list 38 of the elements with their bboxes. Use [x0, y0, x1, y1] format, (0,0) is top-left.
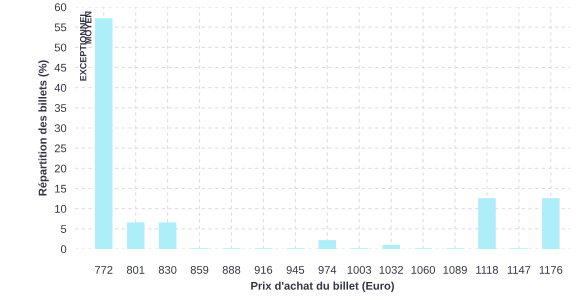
- x-tick-label: 772: [95, 266, 112, 274]
- bar: [318, 240, 336, 249]
- bar: [382, 244, 400, 249]
- y-axis-title: Répartition des billets (%): [38, 60, 49, 196]
- x-tick-label: 1032: [380, 266, 403, 274]
- y-tick-label: 60: [54, 3, 66, 12]
- x-tick-label: 1089: [444, 266, 467, 274]
- x-tick-label: 916: [254, 266, 272, 274]
- y-tick-label: 50: [54, 44, 66, 52]
- x-tick-label: 830: [158, 266, 176, 274]
- y-tick-label: 0: [60, 245, 66, 254]
- x-tick-label: 1147: [508, 266, 530, 274]
- x-tick-label: 859: [190, 266, 208, 274]
- bar: [158, 222, 176, 249]
- bar: [126, 222, 144, 249]
- x-axis-title: Prix d'achat du billet (Euro): [251, 282, 394, 292]
- y-tick-label: 30: [54, 124, 66, 132]
- y-tick-label: 35: [54, 104, 66, 112]
- bar: [94, 18, 113, 249]
- y-tick-label: 15: [55, 184, 66, 193]
- x-tick-label: 1118: [476, 266, 498, 274]
- x-tick-label: 945: [286, 266, 304, 274]
- bar: [478, 198, 496, 249]
- bar: [542, 198, 560, 249]
- y-tick-label: 45: [54, 64, 66, 72]
- x-tick-label: 888: [222, 266, 240, 274]
- y-tick-label: 5: [60, 225, 66, 233]
- x-tick-label: 1176: [540, 266, 562, 274]
- x-tick-label: 974: [318, 266, 336, 274]
- y-tick-label: 55: [54, 24, 66, 32]
- x-tick-label: 801: [126, 266, 144, 274]
- x-tick-label: 1060: [412, 266, 436, 274]
- y-tick-label: 10: [55, 204, 66, 213]
- y-tick-label: 40: [54, 84, 66, 92]
- x-tick-label: 1003: [348, 266, 372, 274]
- annotation: EXCEPTIONNEL: [80, 11, 86, 81]
- y-tick-label: 25: [54, 144, 66, 152]
- y-tick-label: 20: [54, 164, 66, 172]
